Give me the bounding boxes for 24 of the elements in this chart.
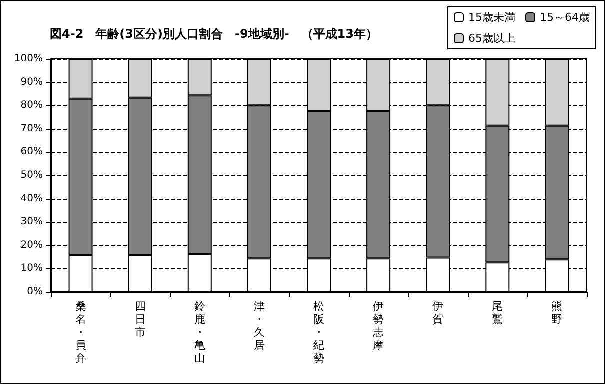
legend-label: 15～64歳 bbox=[540, 11, 590, 24]
y-tick-label: 20% bbox=[20, 240, 43, 251]
y-tick-label: 10% bbox=[20, 263, 43, 274]
x-tick-label: 四日市 bbox=[134, 300, 146, 339]
x-tick-label: 鈴鹿・亀山 bbox=[194, 300, 206, 365]
legend-label: 65歳以上 bbox=[468, 32, 516, 45]
x-tick-label: 伊賀 bbox=[432, 300, 444, 326]
y-tick-label: 70% bbox=[20, 123, 43, 134]
chart-title: 図4-2 年齢(3区分)別人口割合 -9地域別- （平成13年） bbox=[50, 27, 378, 41]
y-tick-label: 50% bbox=[20, 170, 43, 181]
x-tick-label: 熊野 bbox=[552, 300, 563, 326]
legend-label: 15歳未満 bbox=[468, 11, 516, 24]
x-tick-label: 松阪・紀勢 bbox=[314, 300, 324, 365]
y-tick-label: 30% bbox=[20, 216, 43, 228]
x-tick-label: 尾鷲 bbox=[492, 300, 504, 326]
y-tick-label: 80% bbox=[20, 100, 43, 112]
y-tick-label: 90% bbox=[20, 76, 43, 88]
y-tick-label: 40% bbox=[20, 193, 43, 204]
y-tick-label: 0% bbox=[27, 286, 43, 298]
y-tick-label: 60% bbox=[20, 146, 43, 158]
x-tick-label: 伊勢志摩 bbox=[373, 300, 384, 352]
y-tick-label: 100% bbox=[14, 54, 43, 64]
x-tick-label: 桑名・員弁 bbox=[75, 300, 86, 365]
x-tick-label: 津・久居 bbox=[254, 300, 265, 352]
